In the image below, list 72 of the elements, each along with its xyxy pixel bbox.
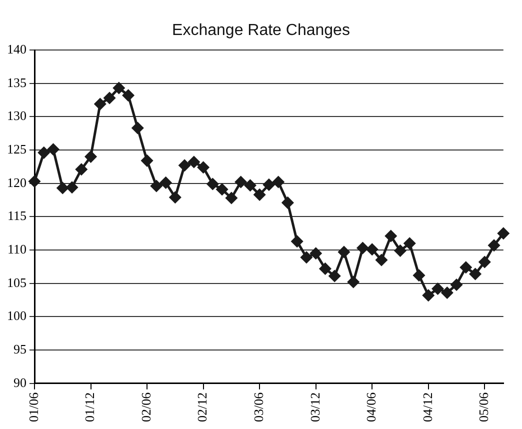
- x-tick-label: 01/06: [26, 392, 41, 422]
- point: [450, 278, 462, 290]
- y-tick-label: 100: [7, 308, 26, 324]
- point: [282, 196, 294, 208]
- y-tick-label: 115: [7, 208, 26, 224]
- point: [132, 122, 144, 134]
- point: [38, 146, 50, 158]
- point: [169, 192, 181, 204]
- y-tick-label: 95: [14, 341, 26, 356]
- point: [300, 252, 312, 264]
- x-tick-label: 05/06: [476, 392, 492, 422]
- point: [122, 90, 134, 102]
- x-tick-label: 04/12: [420, 392, 435, 422]
- y-tick-label: 120: [7, 174, 26, 190]
- y-tick-label: 130: [7, 108, 26, 124]
- point: [48, 144, 60, 156]
- point: [226, 192, 238, 204]
- point: [141, 154, 153, 166]
- x-tick-label: 03/06: [250, 392, 266, 422]
- point: [160, 176, 172, 188]
- point: [188, 156, 200, 168]
- point: [104, 92, 116, 104]
- point: [432, 282, 444, 294]
- point: [56, 182, 68, 194]
- point: [28, 176, 40, 188]
- point: [470, 268, 482, 280]
- point: [76, 164, 88, 176]
- point: [338, 246, 350, 258]
- chart-title: Exchange Rate Changes: [171, 22, 351, 40]
- point: [385, 230, 397, 242]
- x-tick-label: 02/12: [194, 392, 210, 422]
- point: [498, 228, 510, 240]
- y-tick-label: 105: [7, 274, 26, 290]
- point: [328, 270, 340, 282]
- point: [85, 150, 97, 162]
- point: [263, 178, 275, 190]
- y-tick-label: 90: [14, 374, 26, 390]
- point: [348, 276, 360, 288]
- point: [488, 240, 500, 252]
- point: [113, 82, 125, 94]
- point: [404, 238, 416, 250]
- point: [198, 162, 210, 174]
- y-tick-label: 135: [7, 74, 26, 90]
- point: [356, 242, 368, 254]
- y-tick-label: 110: [7, 241, 26, 256]
- point: [319, 262, 331, 274]
- x-tick-label: 03/12: [307, 392, 322, 422]
- point: [150, 180, 162, 192]
- x-tick-label: 02/06: [138, 392, 154, 422]
- point: [413, 270, 425, 282]
- point: [272, 176, 284, 188]
- y-tick-label: 125: [7, 141, 26, 156]
- point: [460, 262, 472, 274]
- point: [394, 244, 406, 256]
- point: [66, 182, 78, 194]
- point: [206, 178, 218, 190]
- point: [178, 160, 190, 172]
- point: [366, 244, 378, 256]
- x-tick-label: 04/06: [364, 392, 379, 422]
- point: [244, 180, 256, 192]
- point: [310, 248, 322, 260]
- point: [441, 286, 453, 298]
- point: [94, 98, 106, 110]
- point: [254, 188, 266, 200]
- point: [478, 256, 490, 268]
- point: [216, 184, 228, 196]
- x-tick-label: 01/12: [82, 392, 98, 422]
- point: [422, 290, 434, 302]
- point: [376, 254, 388, 266]
- point: [291, 236, 303, 248]
- y-tick-label: 140: [7, 41, 26, 56]
- point: [235, 176, 247, 188]
